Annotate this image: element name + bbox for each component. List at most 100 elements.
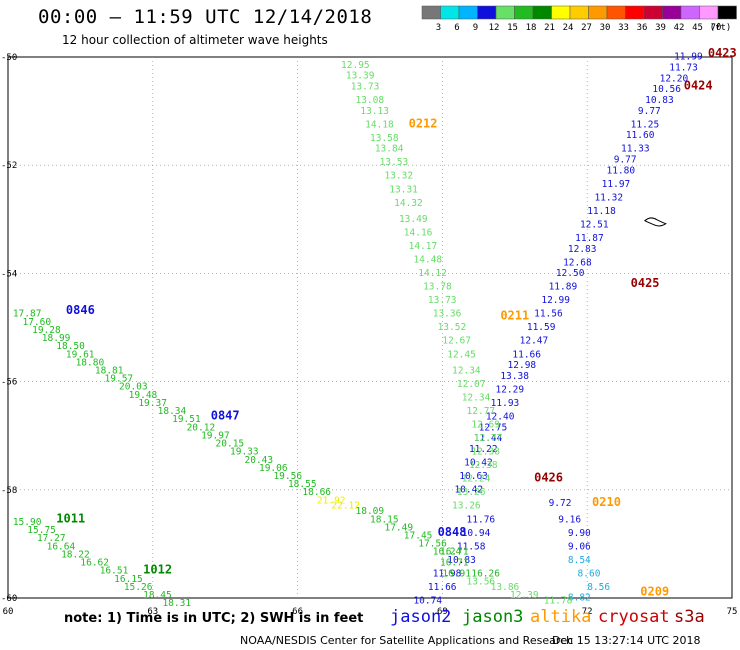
wave-height-value: 12.68 bbox=[563, 257, 592, 268]
legend-swatch bbox=[717, 5, 737, 20]
wave-height-value: 18.45 bbox=[143, 590, 172, 601]
wave-height-value: 11.44 bbox=[474, 433, 503, 444]
wave-height-value: 20.03 bbox=[119, 382, 148, 393]
wave-height-value: 12.40 bbox=[486, 411, 515, 422]
legend-bin-label: 24 bbox=[563, 23, 574, 33]
wave-height-value: 18.50 bbox=[56, 341, 85, 352]
wave-height-value: 12.38 bbox=[469, 460, 498, 471]
wave-height-value: 9.72 bbox=[549, 498, 572, 509]
wave-height-value: 18.15 bbox=[370, 514, 399, 525]
wave-height-value: 13.13 bbox=[360, 106, 389, 117]
wave-height-value: 11.93 bbox=[491, 398, 520, 409]
latitude-tick-label: -60 bbox=[1, 594, 17, 604]
wave-height-value: 11.76 bbox=[467, 514, 496, 525]
wave-height-value: 16.62 bbox=[80, 558, 109, 569]
wave-height-value: 13.52 bbox=[438, 322, 467, 333]
wave-height-value: 19.37 bbox=[138, 398, 167, 409]
wave-height-value: 11.32 bbox=[594, 192, 623, 203]
legend-swatch bbox=[680, 5, 700, 20]
map-title: 00:00 — 11:59 UTC 12/14/2018 bbox=[38, 6, 373, 28]
pass-time-label: 1011 bbox=[56, 511, 85, 525]
wave-height-value: 9.06 bbox=[568, 541, 591, 552]
map-subtitle: 12 hour collection of altimeter wave hei… bbox=[62, 33, 328, 47]
wave-height-value: 12.77 bbox=[467, 406, 496, 417]
wave-height-value: 12.95 bbox=[341, 60, 370, 71]
wave-height-value: 20.15 bbox=[216, 439, 245, 450]
wave-height-value: 12.75 bbox=[479, 422, 508, 433]
wave-height-value: 12.99 bbox=[541, 295, 570, 306]
legend-bin-label: 27 bbox=[581, 23, 592, 33]
legend-cryosat: cryosat bbox=[598, 607, 670, 627]
footer-note: note: 1) Time is in UTC; 2) SWH is in fe… bbox=[64, 611, 364, 626]
wave-height-value: 11.56 bbox=[534, 309, 563, 320]
pass-time-label: 0212 bbox=[409, 116, 438, 130]
legend-swatch bbox=[421, 5, 441, 20]
wave-height-value: 13.08 bbox=[356, 95, 385, 106]
wave-height-value: 19.28 bbox=[32, 325, 61, 336]
wave-height-value: 12.67 bbox=[442, 336, 471, 347]
pass-time-label: 0847 bbox=[211, 408, 240, 422]
wave-height-value: 15.26 bbox=[124, 582, 153, 593]
wave-height-value: 17.60 bbox=[22, 317, 51, 328]
wave-height-value: 16.15 bbox=[114, 574, 143, 585]
legend-bin-label: 18 bbox=[526, 23, 537, 33]
footer-date: Dec 15 13:27:14 UTC 2018 bbox=[552, 634, 701, 647]
wave-height-value: 17.56 bbox=[418, 539, 447, 550]
pass-time-label: 0423 bbox=[708, 46, 737, 60]
wave-height-value: 20.43 bbox=[245, 455, 274, 466]
wave-height-value: 12.77 bbox=[474, 433, 503, 444]
pass-time-label: 0846 bbox=[66, 303, 95, 317]
wave-height-value: 10.56 bbox=[652, 84, 681, 95]
wave-height-value: 15.90 bbox=[13, 517, 42, 528]
wave-height-value: 13.58 bbox=[370, 133, 399, 144]
wave-height-value: 18.09 bbox=[356, 506, 385, 517]
wave-height-value: 14.17 bbox=[409, 241, 438, 252]
heard-island-outline bbox=[643, 217, 667, 227]
wave-height-value: 18.99 bbox=[42, 333, 71, 344]
wave-height-value: 13.86 bbox=[491, 582, 520, 593]
latitude-tick-label: -50 bbox=[1, 53, 17, 63]
wave-height-value: 19.97 bbox=[201, 430, 230, 441]
wave-height-value: 11.80 bbox=[607, 165, 636, 176]
wave-height-value: 13.53 bbox=[380, 157, 409, 168]
wave-height-value: 14.12 bbox=[418, 268, 447, 279]
wave-height-value: 19.57 bbox=[105, 374, 134, 385]
wave-height-value: 14.18 bbox=[365, 119, 394, 130]
wave-height-value: 9.77 bbox=[638, 106, 661, 117]
wave-height-value: 12.34 bbox=[462, 393, 491, 404]
wave-height-value: 16.71 bbox=[440, 547, 469, 558]
wave-height-value: 18.34 bbox=[158, 406, 187, 417]
wave-height-value: 14.16 bbox=[404, 228, 433, 239]
wave-height-value: 12.83 bbox=[568, 244, 597, 255]
wave-height-value: 11.66 bbox=[512, 349, 541, 360]
pass-time-label: 0848 bbox=[438, 525, 467, 539]
legend-bin-label: 12 bbox=[489, 23, 500, 33]
wave-height-value: 9.16 bbox=[558, 514, 581, 525]
wave-height-value: 16.71 bbox=[440, 558, 469, 569]
wave-height-value: 16.91 bbox=[442, 568, 471, 579]
legend-swatch bbox=[643, 5, 663, 20]
wave-height-value: 21.92 bbox=[317, 495, 346, 506]
legend-swatch bbox=[532, 5, 552, 20]
wave-height-value: 12.45 bbox=[447, 349, 476, 360]
legend-swatch bbox=[569, 5, 589, 20]
legend-swatch bbox=[625, 5, 645, 20]
legend-bin-label: 39 bbox=[655, 23, 666, 33]
wave-height-value: 12.51 bbox=[580, 219, 609, 230]
latitude-tick-label: -58 bbox=[1, 486, 17, 496]
legend-bin-label: 36 bbox=[637, 23, 648, 33]
wave-height-value: 13.32 bbox=[384, 171, 413, 182]
wave-height-value: 11.98 bbox=[433, 568, 462, 579]
wave-height-value: 18.22 bbox=[61, 549, 90, 560]
wave-height-value: 18.66 bbox=[302, 487, 331, 498]
wave-height-value: 8.60 bbox=[578, 568, 601, 579]
legend-swatch bbox=[551, 5, 571, 20]
legend-jason3: jason3 bbox=[462, 607, 524, 627]
legend-swatch bbox=[699, 5, 719, 20]
wave-height-value: 19.06 bbox=[259, 463, 288, 474]
pass-time-label: 0210 bbox=[592, 495, 621, 509]
legend-bin-label: 15 bbox=[507, 23, 518, 33]
wave-height-value: 14.32 bbox=[394, 198, 423, 209]
wave-height-value: 17.49 bbox=[384, 522, 413, 533]
